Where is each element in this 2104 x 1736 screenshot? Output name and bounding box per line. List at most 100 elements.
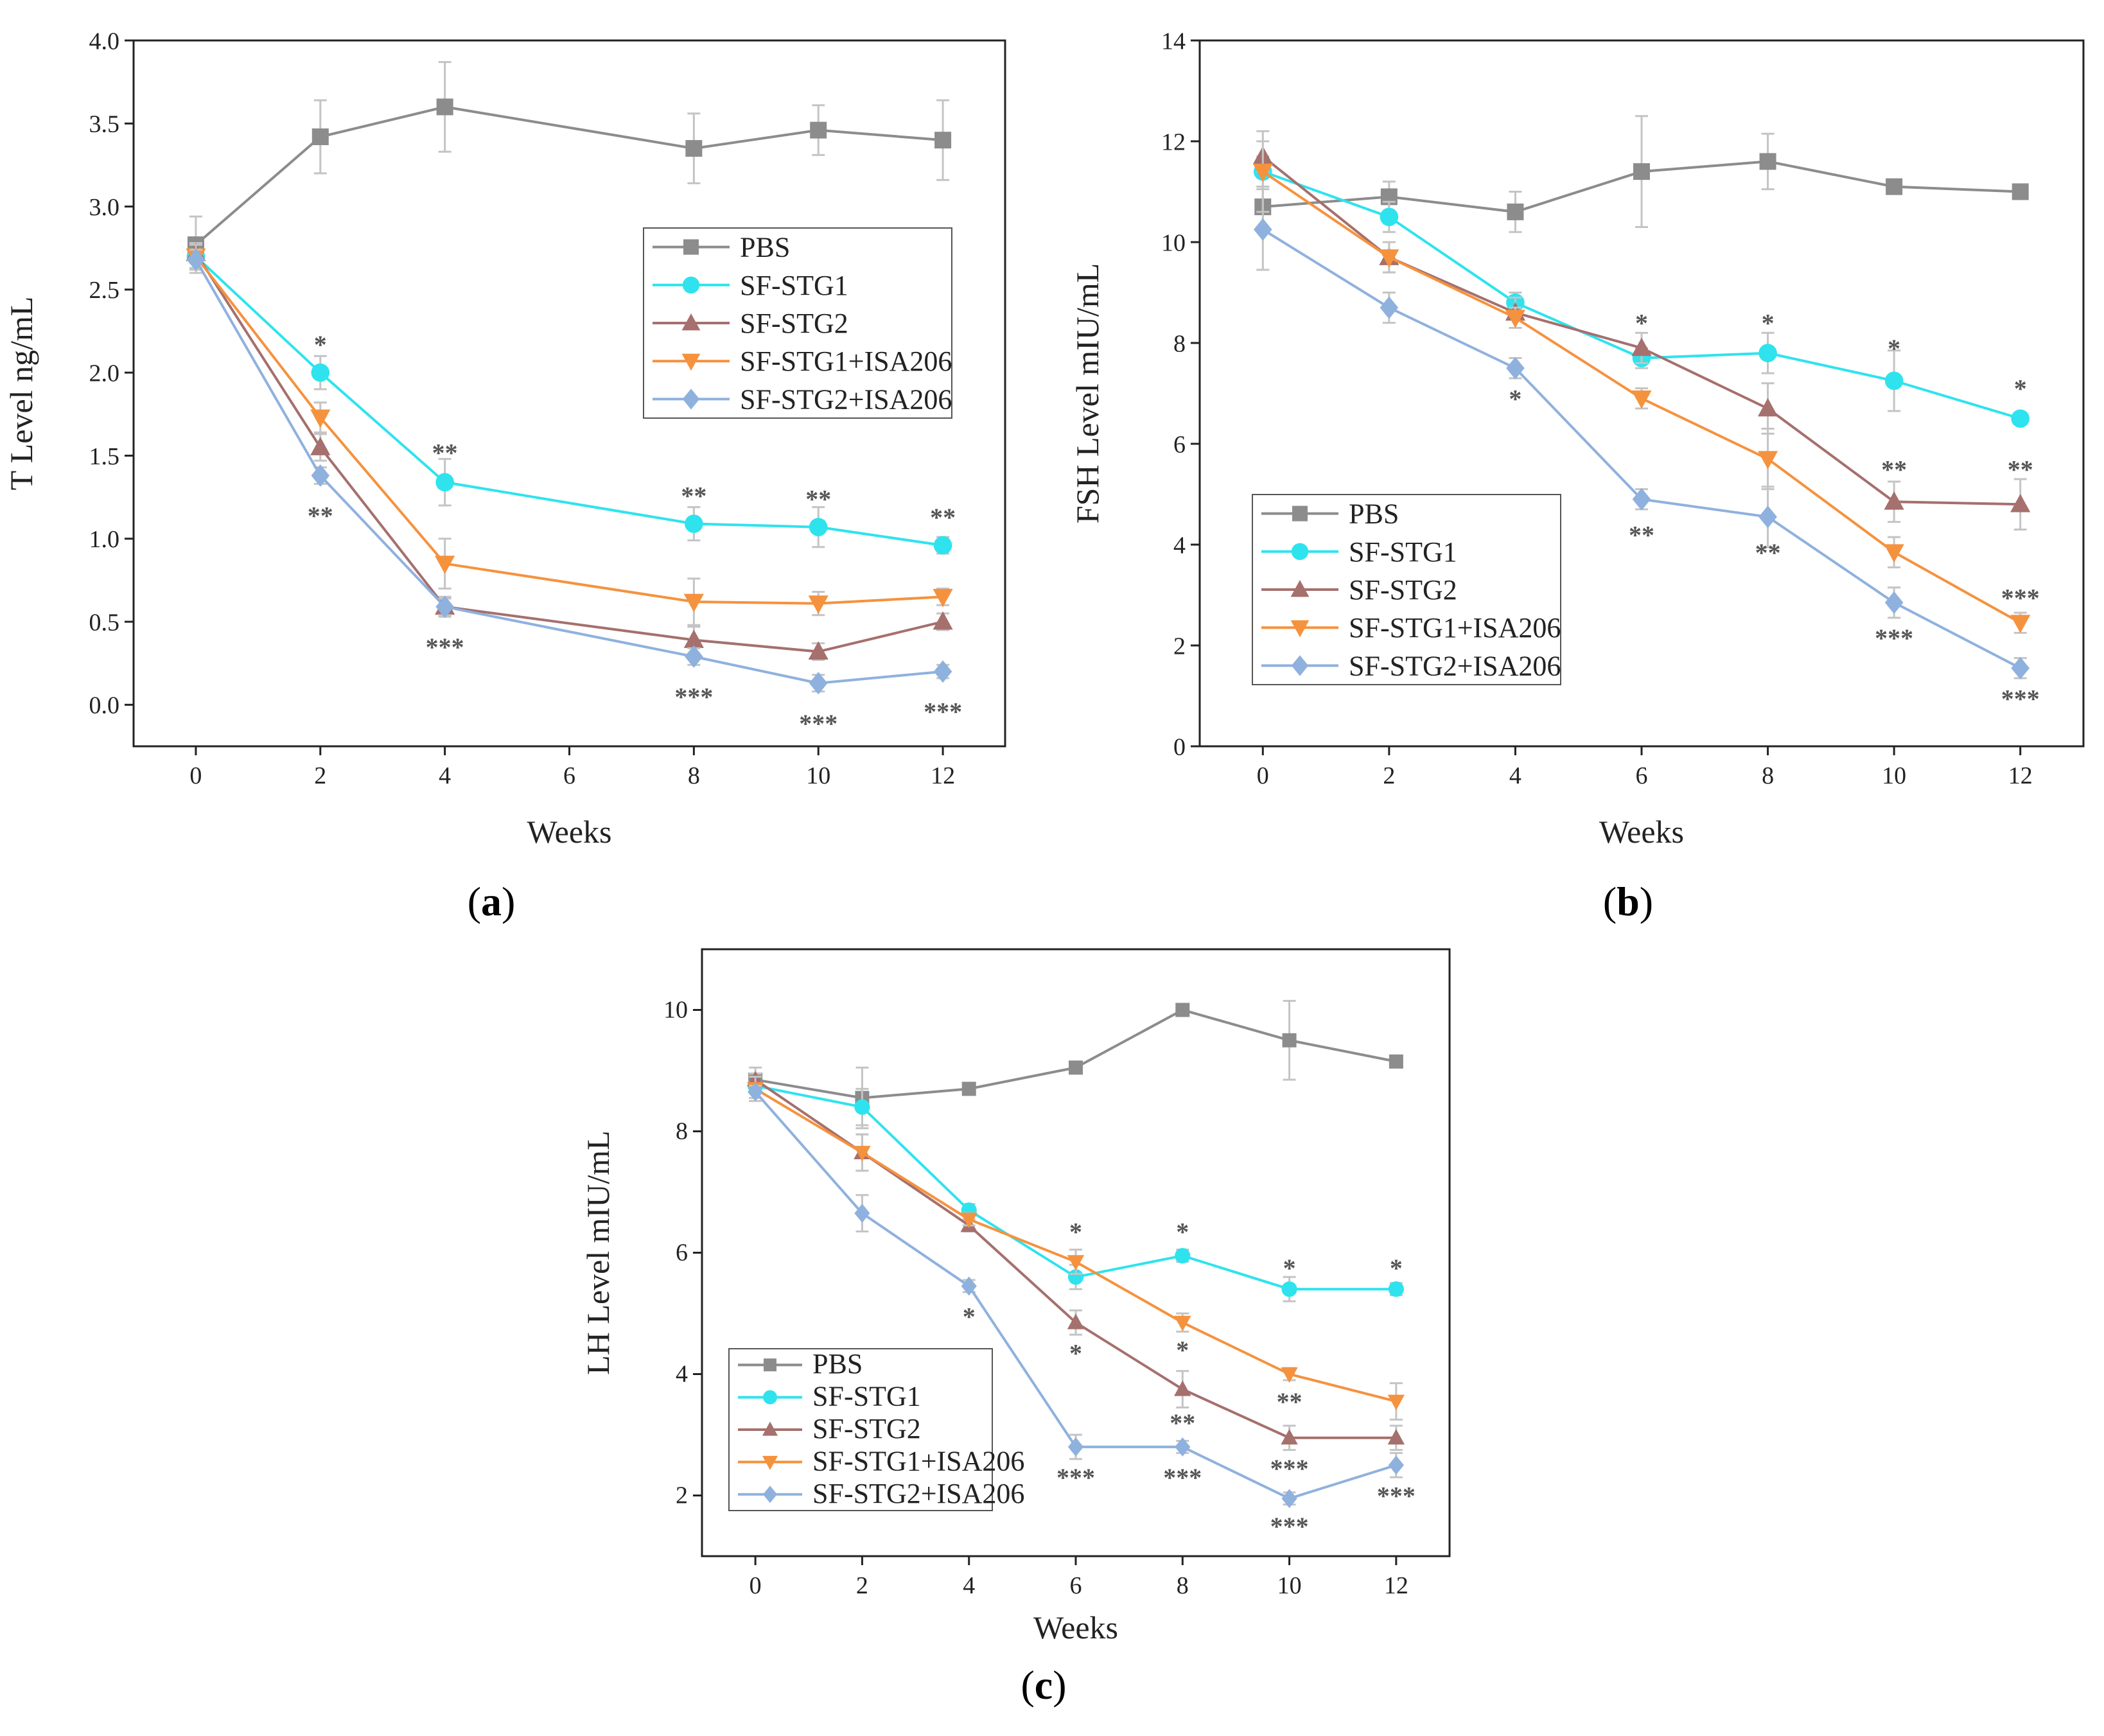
data-point: [1631, 337, 1652, 356]
legend-label: SF-STG2: [740, 308, 848, 339]
data-point: [809, 518, 828, 536]
significance-marker: ***: [2001, 583, 2040, 612]
data-point: [685, 140, 703, 157]
data-point: [1631, 390, 1652, 409]
data-point: [934, 132, 952, 149]
x-tick-label: 6: [1070, 1572, 1082, 1599]
legend-marker: [682, 276, 700, 294]
significance-marker: **: [1881, 455, 1907, 484]
y-tick-label: 14: [1161, 28, 1186, 55]
data-point: [1380, 207, 1399, 227]
x-tick-label: 12: [931, 762, 955, 789]
data-point: [1067, 1437, 1084, 1457]
x-tick-label: 6: [1636, 762, 1648, 789]
significance-marker: ***: [1163, 1463, 1202, 1492]
y-tick-label: 4: [1173, 532, 1186, 559]
significance-marker: *: [1888, 334, 1900, 363]
significance-marker: **: [1277, 1387, 1302, 1416]
series-line: [195, 105, 943, 246]
y-tick-label: 8: [676, 1118, 688, 1144]
x-tick-label: 4: [439, 762, 451, 789]
significance-marker: **: [805, 485, 831, 514]
data-point: [1175, 1248, 1191, 1264]
significance-marker: ***: [426, 633, 464, 662]
series-sf-stg2-isa206: [748, 1082, 1404, 1509]
significance-marker: *: [963, 1302, 976, 1331]
data-point: [960, 1213, 977, 1229]
legend-label: SF-STG1+ISA206: [812, 1445, 1024, 1477]
data-point: [2012, 183, 2029, 200]
significance-marker: **: [1170, 1408, 1195, 1437]
x-tick-label: 10: [806, 762, 830, 789]
data-point: [435, 473, 454, 492]
significance-marker: *: [1176, 1217, 1189, 1246]
x-tick-label: 4: [963, 1572, 975, 1599]
data-point: [1884, 491, 1904, 510]
data-point: [1281, 1367, 1298, 1383]
data-point: [810, 121, 827, 139]
legend-label: SF-STG1+ISA206: [1349, 612, 1561, 644]
data-point: [435, 556, 455, 574]
caption-close: ): [502, 879, 515, 924]
significance-marker: ***: [1875, 624, 1913, 653]
data-point: [1379, 249, 1399, 268]
data-point: [1759, 153, 1776, 170]
data-point: [685, 514, 703, 533]
caption-letter: b: [1617, 879, 1640, 924]
y-axis-label: LH Level mIU/mL: [580, 1130, 616, 1374]
significance-marker: ***: [1377, 1482, 1416, 1511]
data-point: [854, 1099, 870, 1115]
series-line: [195, 259, 943, 685]
data-point: [1884, 591, 1904, 614]
legend-marker: [681, 353, 701, 371]
x-tick-label: 4: [1509, 762, 1521, 789]
legend-label: PBS: [740, 232, 790, 263]
x-tick-label: 12: [1384, 1572, 1408, 1599]
series-pbs: [748, 999, 1403, 1130]
caption-close: ): [1640, 879, 1653, 924]
data-point: [1757, 398, 1778, 417]
data-point: [854, 1146, 871, 1162]
caption-open: (: [468, 879, 481, 924]
caption-letter: c: [1035, 1662, 1053, 1708]
data-point: [186, 248, 206, 271]
data-point: [1175, 1003, 1190, 1017]
x-tick-label: 10: [1882, 762, 1906, 789]
data-point: [1505, 310, 1526, 328]
data-point: [1388, 1281, 1404, 1297]
data-point: [854, 1204, 870, 1223]
data-point: [2011, 656, 2030, 679]
data-point: [1389, 1054, 1403, 1069]
y-axis-label: FSH Level mIU/mL: [1069, 263, 1105, 524]
data-point: [311, 363, 330, 382]
significance-marker: **: [681, 482, 706, 511]
y-tick-label: 4.0: [89, 28, 120, 55]
legend-marker: [762, 1455, 778, 1470]
x-tick-label: 8: [1177, 1572, 1189, 1599]
x-tick-label: 2: [1383, 762, 1395, 789]
significance-marker: ***: [799, 709, 837, 738]
legend-label: SF-STG1: [740, 270, 848, 301]
data-point: [961, 1082, 976, 1096]
legend-marker: [763, 1486, 777, 1504]
legend-label: SF-STG2+ISA206: [740, 383, 952, 415]
y-axis-label: T Level ng/mL: [3, 297, 39, 491]
legend-marker: [1291, 543, 1309, 560]
data-point: [1281, 1281, 1297, 1297]
data-point: [1633, 163, 1650, 180]
data-point: [1175, 1437, 1191, 1457]
legend-marker: [764, 1358, 776, 1372]
x-tick-label: 6: [563, 762, 575, 789]
legend-label: PBS: [1349, 498, 1399, 530]
legend-marker: [681, 313, 701, 331]
x-axis-label: Weeks: [1033, 1609, 1118, 1645]
caption-open: (: [1603, 879, 1617, 924]
data-point: [1387, 1428, 1405, 1445]
data-point: [933, 611, 953, 630]
legend-label: SF-STG1+ISA206: [740, 346, 952, 377]
data-point: [683, 593, 704, 613]
chart-b: 0 2 4 6 8 10 12 0 2 4 6 8 10 12 14 Weeks FSH Level mIU/m…: [1069, 28, 2085, 924]
legend-marker: [762, 1421, 778, 1436]
x-tick-label: 10: [1277, 1572, 1302, 1599]
significance-marker: *: [1635, 309, 1648, 338]
